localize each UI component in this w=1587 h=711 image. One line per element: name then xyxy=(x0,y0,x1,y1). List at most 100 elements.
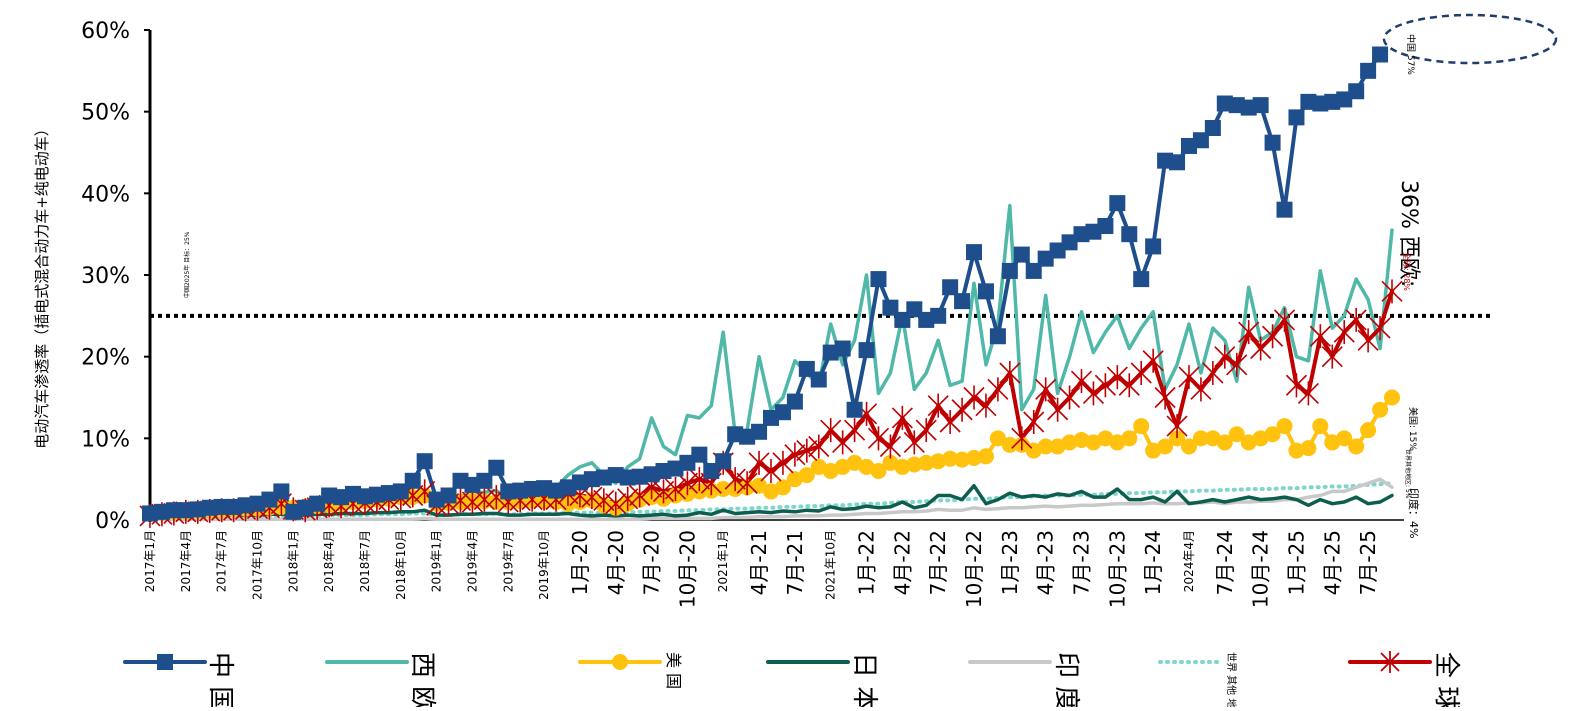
data-point xyxy=(963,385,985,410)
data-point xyxy=(867,426,890,451)
data-point xyxy=(1264,134,1281,151)
data-point xyxy=(691,483,708,500)
x-tick-label: 1月-22 xyxy=(855,530,879,595)
y-tick-label: 60% xyxy=(81,19,130,44)
data-point xyxy=(1273,307,1296,332)
x-tick-label: 2019年10月 xyxy=(537,530,551,600)
data-point xyxy=(784,442,806,467)
x-tick-label: 7月-24 xyxy=(1213,530,1237,595)
data-point xyxy=(1312,418,1329,435)
target-reference-label: 中国2025年 目标：25% xyxy=(183,231,191,298)
series-line xyxy=(148,483,1394,520)
data-point xyxy=(1133,418,1150,435)
data-point xyxy=(1023,410,1045,434)
global-end-label: 全球: 28% xyxy=(1402,252,1412,291)
legend-label: 中 国 xyxy=(205,652,235,707)
data-point xyxy=(1360,422,1377,439)
data-point xyxy=(488,459,505,476)
data-point xyxy=(1142,348,1164,373)
data-point xyxy=(1109,195,1126,212)
x-tick-label: 2018年1月 xyxy=(286,530,300,592)
data-point xyxy=(715,453,732,470)
data-point xyxy=(999,361,1021,385)
data-point xyxy=(1345,307,1367,332)
data-point xyxy=(605,491,627,516)
data-point xyxy=(629,483,651,508)
data-point xyxy=(882,299,899,316)
data-point xyxy=(870,271,887,288)
legend-label: 世界 其他 地区 xyxy=(1225,652,1238,707)
data-point xyxy=(691,446,708,463)
data-point xyxy=(1262,324,1284,349)
data-point xyxy=(273,483,290,500)
x-tick-label: 2021年1月 xyxy=(716,530,730,592)
data-point xyxy=(1285,373,1308,398)
axes: 0% 10% 20% 30% 40% 50% 60% 电动汽车渗透率（插电式混合动力车+纯电动… xyxy=(33,19,1492,608)
data-point xyxy=(1106,365,1128,390)
data-point xyxy=(1037,438,1054,455)
data-point xyxy=(1121,226,1138,243)
data-point xyxy=(1276,201,1293,218)
data-point xyxy=(891,405,913,430)
x-tick-label: 4月-25 xyxy=(1320,530,1344,595)
x-tick-label: 2018年4月 xyxy=(322,530,336,592)
data-point xyxy=(736,471,758,496)
data-point xyxy=(1238,320,1260,345)
x-tick-label: 7月-20 xyxy=(640,530,664,595)
data-point xyxy=(975,393,997,418)
data-point xyxy=(593,488,615,513)
data-point xyxy=(915,418,937,443)
legend-label: 全 球 xyxy=(1431,652,1461,707)
data-point xyxy=(751,477,768,494)
data-point xyxy=(1288,442,1305,459)
data-point xyxy=(1001,262,1018,279)
data-point xyxy=(798,467,815,484)
x-tick-label: 2021年10月 xyxy=(824,530,838,600)
y-tick-label: 50% xyxy=(81,101,130,126)
data-point xyxy=(987,377,1009,402)
data-point xyxy=(977,283,994,300)
data-point xyxy=(1169,430,1186,447)
data-point xyxy=(676,471,698,496)
x-tick-label: 4月-22 xyxy=(890,530,914,595)
data-point xyxy=(1121,430,1138,447)
data-point xyxy=(1276,418,1293,435)
data-point xyxy=(1252,97,1269,114)
y-tick-label: 20% xyxy=(81,346,130,371)
x-tick-label: 2017年10月 xyxy=(250,530,264,600)
x-tick-label: 2017年1月 xyxy=(143,530,157,592)
legend: 中 国 西 欧 美 国 日 本 印 度 世界 其他 地区 全 球 xyxy=(123,651,1461,711)
data-point xyxy=(858,342,875,359)
x-tick-label: 2017年4月 xyxy=(179,530,193,592)
data-point xyxy=(966,449,983,466)
data-point xyxy=(894,458,911,475)
data-point xyxy=(786,393,803,410)
data-point xyxy=(1035,377,1057,402)
data-point xyxy=(1133,271,1150,288)
data-point xyxy=(404,472,421,489)
data-point xyxy=(1204,120,1221,136)
legend-label: 印 度 xyxy=(1051,652,1081,707)
x-tick-label: 2019年1月 xyxy=(430,530,444,592)
data-point xyxy=(906,456,923,473)
data-point xyxy=(1297,381,1319,406)
data-point xyxy=(715,480,732,497)
data-point xyxy=(810,371,827,388)
x-tick-label: 7月-25 xyxy=(1356,530,1380,595)
x-tick-label: 1月-24 xyxy=(1141,530,1165,595)
data-point xyxy=(1169,154,1186,171)
data-point xyxy=(1372,46,1389,63)
x-tick-label: 10月-22 xyxy=(962,530,986,608)
series-line xyxy=(148,477,1394,521)
weu-end-label: 36% 西欧: xyxy=(1396,180,1421,287)
data-point xyxy=(760,459,782,483)
data-point xyxy=(581,485,603,510)
x-tick-label: 2017年7月 xyxy=(215,530,229,592)
x-tick-label: 2024年4月 xyxy=(1182,530,1196,592)
data-point xyxy=(1384,389,1400,406)
data-point xyxy=(879,434,901,459)
x-tick-label: 2018年7月 xyxy=(358,530,372,592)
data-point xyxy=(1369,316,1391,341)
data-point xyxy=(1381,279,1403,304)
